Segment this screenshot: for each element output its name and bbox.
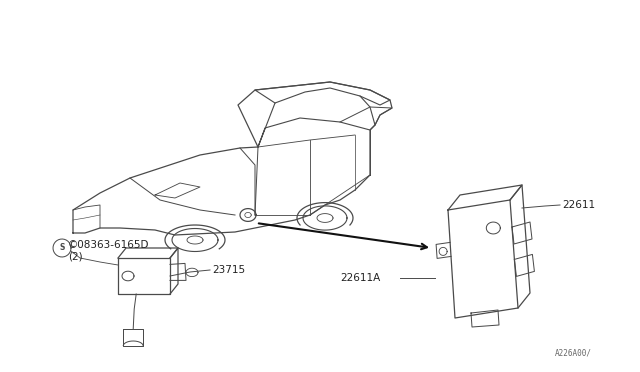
- Text: S: S: [60, 244, 65, 253]
- Text: 22611A: 22611A: [340, 273, 380, 283]
- Text: 22611: 22611: [562, 200, 595, 210]
- Text: ©08363-6165D
(2): ©08363-6165D (2): [68, 240, 150, 262]
- Text: 23715: 23715: [212, 265, 245, 275]
- Text: A226A00/: A226A00/: [555, 349, 592, 358]
